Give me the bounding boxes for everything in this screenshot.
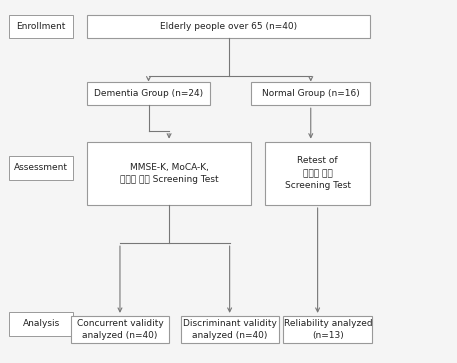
Text: Concurrent validity
analyzed (n=40): Concurrent validity analyzed (n=40): [77, 319, 163, 340]
FancyBboxPatch shape: [9, 312, 73, 336]
FancyBboxPatch shape: [251, 82, 370, 105]
Text: Normal Group (n=16): Normal Group (n=16): [262, 89, 360, 98]
Text: Reliability analyzed
(n=13): Reliability analyzed (n=13): [284, 319, 372, 340]
Text: Discriminant validity
analyzed (n=40): Discriminant validity analyzed (n=40): [183, 319, 276, 340]
Text: Assessment: Assessment: [14, 163, 68, 172]
Text: Analysis: Analysis: [22, 319, 60, 329]
FancyBboxPatch shape: [9, 15, 73, 38]
Text: Retest of
노치원 인지
Screening Test: Retest of 노치원 인지 Screening Test: [285, 156, 351, 190]
FancyBboxPatch shape: [181, 316, 279, 343]
FancyBboxPatch shape: [9, 156, 73, 180]
FancyBboxPatch shape: [265, 142, 370, 205]
FancyBboxPatch shape: [87, 15, 370, 38]
Text: Elderly people over 65 (n=40): Elderly people over 65 (n=40): [160, 22, 297, 31]
Text: Enrollment: Enrollment: [16, 22, 66, 31]
FancyBboxPatch shape: [283, 316, 372, 343]
Text: Dementia Group (n=24): Dementia Group (n=24): [94, 89, 203, 98]
FancyBboxPatch shape: [87, 142, 251, 205]
Text: MMSE-K, MoCA-K,
노치원 인지 Screening Test: MMSE-K, MoCA-K, 노치원 인지 Screening Test: [120, 163, 218, 184]
FancyBboxPatch shape: [87, 82, 210, 105]
FancyBboxPatch shape: [71, 316, 169, 343]
